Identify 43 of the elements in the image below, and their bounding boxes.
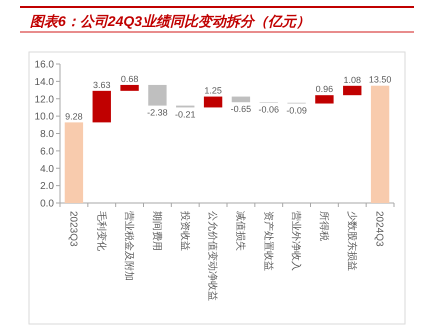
- x-tick-label: 资产处置收益: [262, 211, 274, 271]
- x-tick-label: 2023Q3: [67, 211, 78, 248]
- data-label: 1.25: [204, 86, 222, 96]
- data-label: 0.96: [316, 84, 334, 94]
- data-label: 13.50: [368, 74, 392, 85]
- bar: [370, 86, 390, 203]
- y-tick-label: 2.0: [40, 181, 54, 192]
- data-label: -0.06: [258, 104, 280, 115]
- y-tick-label: 16.0: [34, 60, 54, 70]
- bar: [204, 96, 222, 108]
- data-label: 3.63: [92, 80, 111, 90]
- y-tick-label: 0.0: [40, 198, 54, 210]
- y-tick-label: 6.0: [40, 146, 54, 158]
- bar: [232, 96, 250, 102]
- x-tick-label: 投资收益: [178, 210, 191, 251]
- data-label: 0.68: [120, 74, 138, 84]
- data-label: 9.28: [65, 111, 83, 122]
- data-label: -0.65: [230, 104, 252, 114]
- x-tick-label: 减值损失: [234, 211, 246, 251]
- x-tick-label: 营业外净收入: [290, 211, 302, 271]
- y-tick-label: 8.0: [40, 129, 54, 140]
- bar: [148, 84, 167, 106]
- chart-title: 图表6：公司24Q3业绩同比变动拆分（亿元）: [30, 13, 310, 29]
- bar: [92, 90, 111, 122]
- bar: [64, 122, 84, 203]
- y-tick-label: 14.0: [34, 76, 54, 88]
- x-tick-label: 公允价值变动净收益: [206, 211, 219, 301]
- data-label: -2.38: [147, 108, 168, 118]
- x-tick-label: 2024Q3: [374, 211, 385, 248]
- x-tick-label: 期间费用: [150, 211, 163, 251]
- data-label: 1.08: [343, 74, 362, 85]
- bar: [343, 86, 362, 96]
- y-tick-label: 10.0: [34, 112, 54, 123]
- y-tick-label: 12.0: [34, 94, 54, 106]
- x-tick-label: 少数股东损益: [346, 211, 358, 271]
- bar: [120, 84, 139, 91]
- x-tick-label: 营业税金及附加: [123, 211, 136, 281]
- y-tick-label: 4.0: [40, 164, 54, 175]
- data-label: -0.21: [174, 109, 196, 120]
- bar: [315, 95, 334, 104]
- data-label: -0.09: [286, 106, 307, 116]
- x-tick-label: 毛利变化: [95, 211, 108, 251]
- x-tick-label: 所得税: [318, 211, 330, 241]
